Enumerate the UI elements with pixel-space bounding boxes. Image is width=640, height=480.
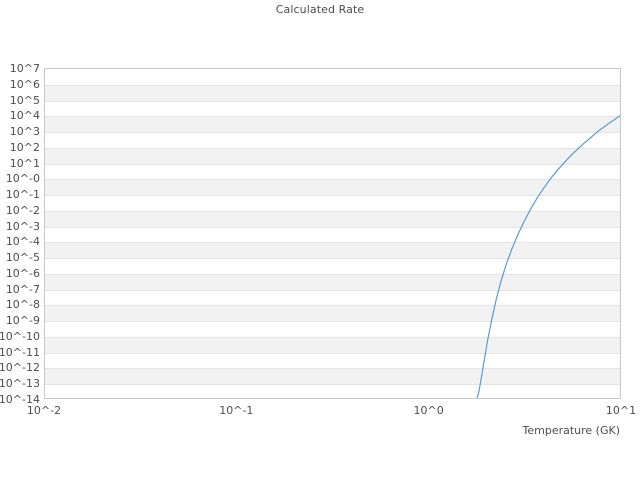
- y-axis-gridline: [45, 258, 620, 259]
- y-axis-tick-label: 10^-9: [5, 314, 40, 328]
- y-axis-gridline: [45, 337, 620, 338]
- y-axis-gridline: [45, 274, 620, 275]
- y-axis-tick-label: 10^-0: [5, 172, 40, 186]
- y-axis-tick-label: 10^6: [9, 77, 40, 91]
- y-axis-tick-label: 10^5: [9, 93, 40, 107]
- y-axis-tick-label: 10^-11: [0, 345, 40, 359]
- y-axis-tick-label: 10^-13: [0, 377, 40, 391]
- y-axis-gridline: [45, 384, 620, 385]
- x-axis-title: Temperature (GK): [522, 424, 621, 437]
- x-axis-tick-label: 10^-2: [26, 404, 62, 417]
- y-axis-tick-label: 10^-4: [5, 235, 40, 249]
- y-axis-gridline: [45, 227, 620, 228]
- chart-title: Calculated Rate: [275, 3, 365, 16]
- y-axis-band: [45, 305, 620, 322]
- y-axis-tick-label: 10^2: [9, 140, 40, 154]
- y-axis-tick-label: 10^-2: [5, 203, 40, 217]
- y-axis-tick-label: 10^-1: [5, 188, 40, 202]
- data-curve-layer: [45, 69, 620, 398]
- y-axis-gridline: [45, 195, 620, 196]
- x-axis-tick-label: 10^-1: [219, 404, 254, 417]
- y-axis-bands: [45, 69, 620, 398]
- y-axis-tick-label: 10^-5: [5, 251, 40, 265]
- y-axis-gridline: [45, 164, 620, 165]
- plot-area: [44, 68, 621, 399]
- y-axis-tick-label: 10^-10: [0, 329, 40, 343]
- y-axis-tick-label: 10^-7: [5, 282, 40, 296]
- y-axis-tick-label: 10^-12: [0, 361, 40, 375]
- y-axis-band: [45, 179, 620, 196]
- x-axis-tick-labels: 10^-2 10^-1 10^0 10^1: [0, 405, 640, 421]
- y-axis-band: [45, 147, 620, 164]
- y-axis-band: [45, 242, 620, 259]
- y-axis-band: [45, 336, 620, 353]
- y-axis-tick-labels: 10^7 10^6 10^5 10^4 10^3 10^2 10^1 10^-0 10^-1 10…: [0, 63, 40, 405]
- y-axis-band: [45, 84, 620, 101]
- y-axis-tick-label: 10^3: [9, 125, 40, 139]
- y-axis-band: [45, 273, 620, 290]
- y-axis-gridline: [45, 368, 620, 369]
- y-axis-band: [45, 210, 620, 227]
- y-axis-band: [45, 368, 620, 385]
- y-axis-gridline: [45, 290, 620, 291]
- x-axis-tick-label: 10^0: [413, 404, 444, 417]
- y-axis-gridlines: [45, 69, 620, 398]
- x-axis-tick-label: 10^1: [605, 404, 637, 417]
- y-axis-gridline: [45, 148, 620, 149]
- y-axis-tick-label: 10^-3: [5, 219, 40, 233]
- y-axis-gridline: [45, 242, 620, 243]
- y-axis-tick-label: 10^1: [9, 156, 40, 170]
- y-axis-tick-label: 10^7: [9, 62, 40, 75]
- y-axis-gridline: [45, 211, 620, 212]
- rate-curve-path: [476, 115, 620, 398]
- y-axis-band: [45, 116, 620, 133]
- rate-curve-svg: [476, 115, 620, 398]
- y-axis-gridline: [45, 132, 620, 133]
- y-axis-gridline: [45, 179, 620, 180]
- y-axis-gridline: [45, 305, 620, 306]
- y-axis-tick-label: 10^-8: [5, 298, 40, 312]
- y-axis-tick-label: 10^-14: [0, 393, 40, 406]
- y-axis-tick-label: 10^4: [9, 109, 40, 123]
- y-axis-gridline: [45, 85, 620, 86]
- y-axis-gridline: [45, 116, 620, 117]
- y-axis-gridline: [45, 101, 620, 102]
- y-axis-gridline: [45, 321, 620, 322]
- y-axis-gridline: [45, 353, 620, 354]
- y-axis-tick-label: 10^-6: [5, 266, 40, 280]
